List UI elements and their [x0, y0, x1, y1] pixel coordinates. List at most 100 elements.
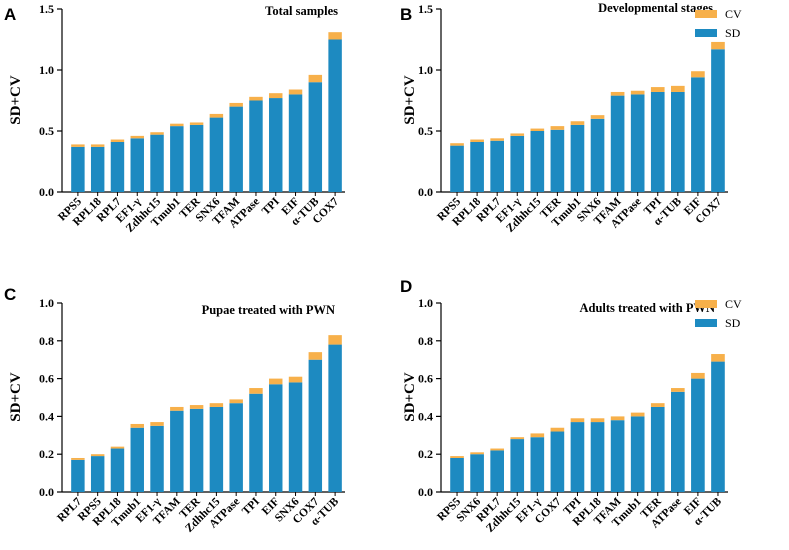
- bar-cv-3: [130, 135, 144, 139]
- legend-swatch-sd: [695, 319, 717, 327]
- bar-cv-2: [110, 139, 125, 142]
- bar-sd-0: [450, 457, 464, 492]
- y-tick-label: 0.5: [39, 124, 54, 138]
- bar-sd-6: [189, 124, 204, 192]
- bar-cv-3: [510, 133, 525, 136]
- bar-sd-0: [450, 145, 464, 192]
- bar-sd-12: [308, 359, 323, 492]
- chart-title: Pupae treated with PWN: [202, 303, 335, 317]
- bar-cv-10: [269, 378, 283, 385]
- bar-sd-13: [711, 361, 725, 492]
- bar-sd-5: [170, 126, 184, 192]
- y-tick-label: 1.0: [418, 296, 433, 310]
- bar-sd-7: [590, 118, 605, 192]
- bar-sd-7: [590, 422, 605, 492]
- y-axis-label: SD+CV: [8, 372, 24, 422]
- bar-sd-3: [130, 138, 144, 192]
- bar-cv-10: [650, 87, 665, 92]
- bar-cv-6: [570, 121, 585, 125]
- bar-cv-11: [670, 388, 685, 392]
- y-axis-label: SD+CV: [402, 372, 418, 422]
- bar-cv-9: [249, 96, 263, 101]
- bar-cv-8: [610, 91, 625, 96]
- bar-sd-8: [229, 403, 243, 492]
- bar-cv-9: [249, 388, 263, 394]
- legend: CV SD: [695, 7, 742, 40]
- y-axis-label: SD+CV: [402, 75, 418, 125]
- bar-sd-1: [90, 456, 105, 492]
- chart-panel-a: A Total samplesSD+CV0.00.51.01.5RPS5RPL18…: [4, 2, 345, 235]
- bar-sd-5: [170, 410, 184, 492]
- bar-cv-2: [490, 138, 505, 141]
- legend: CV SD: [695, 297, 742, 330]
- bar-sd-11: [288, 94, 303, 192]
- bar-sd-2: [490, 450, 505, 492]
- bar-cv-2: [490, 448, 505, 451]
- bar-sd-6: [189, 408, 204, 492]
- chart-panel-b: B Developmental stagesSD+CV0.00.51.01.5RP…: [400, 1, 742, 235]
- bar-sd-11: [670, 391, 685, 492]
- bar-sd-2: [490, 140, 505, 192]
- x-tick-label: TPI: [240, 495, 262, 517]
- bar-sd-12: [691, 77, 705, 192]
- y-tick-label: 0.2: [39, 447, 54, 461]
- bar-sd-10: [269, 384, 283, 492]
- bar-cv-0: [450, 143, 464, 146]
- bar-cv-1: [90, 144, 105, 147]
- bar-sd-11: [288, 382, 303, 492]
- legend-swatch-cv: [695, 300, 717, 308]
- bar-cv-11: [288, 89, 303, 95]
- bar-cv-0: [71, 457, 85, 460]
- bar-cv-8: [610, 416, 625, 421]
- bar-cv-12: [691, 372, 705, 379]
- bar-cv-9: [630, 412, 645, 417]
- legend-swatch-cv: [695, 10, 717, 18]
- legend-label-sd: SD: [725, 316, 741, 330]
- bar-sd-13: [328, 39, 342, 192]
- y-tick-label: 1.0: [39, 296, 54, 310]
- y-tick-label: 1.5: [418, 2, 433, 16]
- y-tick-label: 0.6: [39, 372, 54, 386]
- bar-sd-4: [150, 134, 164, 192]
- chart-title: Total samples: [265, 4, 338, 18]
- bar-cv-11: [670, 85, 685, 92]
- y-tick-label: 0.8: [39, 334, 54, 348]
- bar-sd-8: [610, 420, 625, 492]
- y-tick-label: 1.0: [418, 63, 433, 77]
- bar-cv-5: [170, 123, 184, 127]
- bar-cv-11: [288, 376, 303, 383]
- bar-cv-5: [170, 406, 184, 411]
- chart-title: Adults treated with PWN: [579, 301, 715, 315]
- bar-cv-5: [550, 126, 565, 130]
- legend-label-cv: CV: [725, 7, 742, 21]
- bar-cv-6: [189, 122, 204, 125]
- legend-label-sd: SD: [725, 26, 741, 40]
- bar-cv-10: [269, 93, 283, 99]
- bar-sd-2: [110, 141, 125, 192]
- bar-sd-6: [570, 422, 585, 492]
- bar-cv-0: [71, 144, 85, 147]
- bar-sd-0: [71, 146, 85, 192]
- bar-cv-13: [328, 32, 342, 40]
- y-tick-label: 0.0: [418, 485, 433, 499]
- bar-sd-9: [249, 393, 263, 492]
- panel-letter: B: [400, 5, 412, 24]
- chart-panel-d: D Adults treated with PWN SD+CV 0.0 0.2 0.4 0.…: [400, 277, 742, 535]
- bar-cv-3: [510, 437, 525, 440]
- bar-cv-8: [229, 102, 243, 107]
- y-tick-label: 0.0: [39, 485, 54, 499]
- bar-cv-12: [308, 352, 323, 360]
- bar-cv-4: [150, 422, 164, 426]
- bar-cv-13: [711, 354, 725, 362]
- x-tick-label: TPI: [260, 195, 282, 217]
- y-tick-label: 0.4: [39, 409, 54, 423]
- bar-cv-4: [150, 132, 164, 135]
- bar-sd-4: [150, 425, 164, 492]
- bar-cv-13: [328, 335, 342, 345]
- bar-sd-0: [71, 459, 85, 492]
- bar-sd-5: [550, 431, 565, 492]
- bar-cv-7: [209, 403, 224, 407]
- y-tick-label: 0.8: [418, 334, 433, 348]
- bar-cv-3: [130, 423, 144, 428]
- bar-cv-4: [530, 433, 545, 438]
